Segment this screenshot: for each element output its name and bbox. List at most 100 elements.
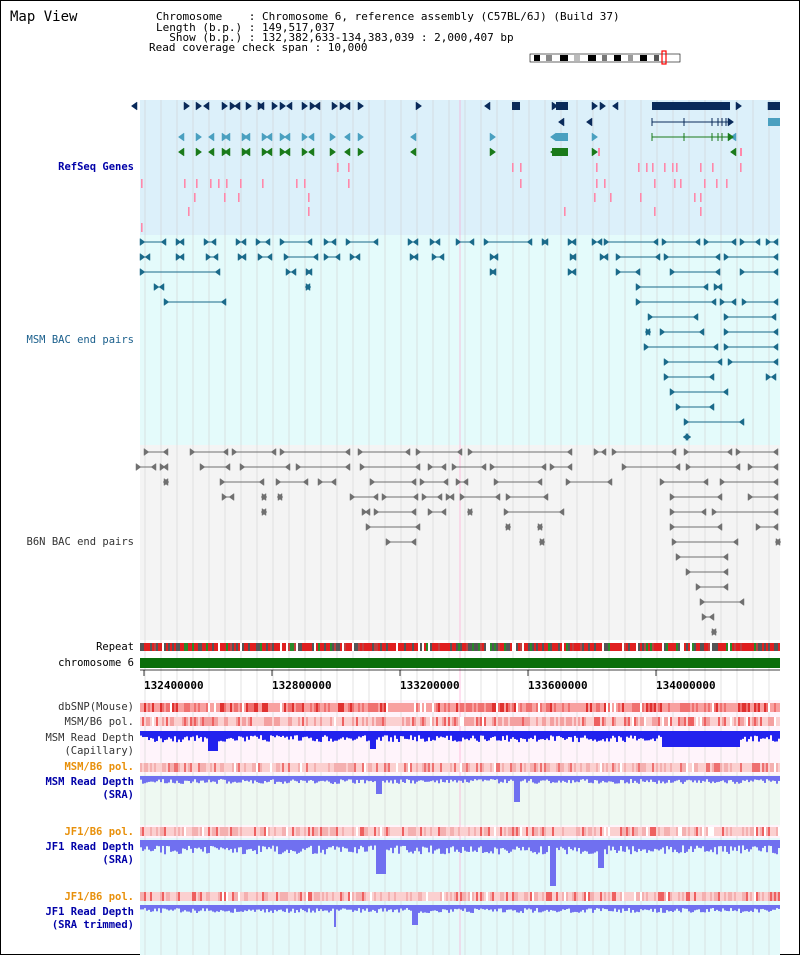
heat-cell [206,892,208,901]
heat-cell [480,763,482,772]
depth-bar [400,776,402,780]
heat-cell [494,763,496,772]
heat-cell [196,717,198,726]
refseq-genes[interactable] [130,101,780,232]
repeat-segment [378,643,380,651]
heat-cell [226,703,228,712]
msm-b6-pol-track-2[interactable] [140,763,780,772]
heat-cell [270,717,272,726]
heat-cell [288,763,290,772]
heat-cell [622,703,624,712]
jf1-depth-trimmed-track[interactable] [140,905,780,927]
heat-cell [648,703,650,712]
depth-bar [288,905,290,913]
heat-cell [302,827,304,836]
repeat-segment [388,643,390,651]
b6n-bac-label[interactable]: B6N BAC end pairs [26,536,134,548]
depth-bar [582,840,584,852]
depth-bar [404,731,406,739]
jf1-depth-sra-track[interactable] [140,840,780,886]
depth-bar [182,776,184,784]
heat-cell [514,827,516,836]
feature-arrow [455,478,462,486]
heat-cell [328,703,330,712]
heat-cell [738,827,740,836]
depth-bar [606,905,608,910]
depth-bar [408,840,410,853]
repeat-segment [778,643,780,651]
depth-bar [694,840,696,849]
heat-cell [220,703,222,712]
msm-depth-capillary-track[interactable] [140,731,780,751]
refseq-mark [262,179,264,188]
heat-cell [324,703,326,712]
repeat-segment [540,643,542,651]
b6n-bac-pairs[interactable] [135,448,782,636]
depth-bar [382,731,384,737]
refseq-mark [184,179,186,188]
heat-cell [658,892,660,901]
heat-cell [666,717,668,726]
repeat-segment [768,643,770,651]
depth-bar [392,840,394,854]
depth-bar [186,776,188,781]
heat-cell [258,892,260,901]
heat-cell [776,827,778,836]
heat-cell [142,717,144,726]
heat-cell [172,717,174,726]
depth-bar [370,731,372,749]
depth-bar [558,905,560,912]
msm-b6-pol-track[interactable] [140,717,780,726]
repeat-segment [298,643,300,651]
heat-cell [496,717,498,726]
msm-bac-label[interactable]: MSM BAC end pairs [26,334,134,346]
heat-cell [606,717,608,726]
refseq-mark [640,193,642,202]
chromosome-bar[interactable] [140,658,780,668]
depth-bar [214,905,216,913]
depth-bar [506,840,508,851]
depth-bar [336,731,338,741]
heat-cell [360,703,362,712]
depth-bar [338,731,340,740]
repeat-track[interactable] [140,643,780,651]
chromosome-ideogram[interactable] [529,50,681,65]
feature-arrow [747,463,754,471]
depth-bar [542,840,544,855]
depth-bar [554,776,556,783]
jf1-b6-pol-track[interactable] [140,827,780,836]
refseq-mark [520,179,522,188]
heat-cell [434,703,436,712]
msm-depth-sra-track[interactable] [140,776,780,802]
jf1-b6-pol-track-2[interactable] [140,892,780,901]
depth-bar [200,840,202,850]
heat-cell [322,703,324,712]
depth-bar [378,905,380,910]
heat-cell [204,703,206,712]
msm-bac-pairs[interactable] [139,238,779,441]
heat-cell [528,703,530,712]
refseq-label[interactable]: RefSeq Genes [58,161,134,173]
depth-bar [174,731,176,737]
heat-cell [586,827,588,836]
heat-cell [694,717,696,726]
depth-bar [168,905,170,911]
heat-cell [592,892,594,901]
heat-cell [404,827,406,836]
dbsnp-track[interactable] [140,703,780,712]
repeat-segment [526,643,528,651]
depth-bar [372,731,374,749]
heat-cell [430,763,432,772]
depth-bar [188,840,190,846]
depth-bar [356,776,358,780]
heat-cell [174,717,176,726]
heat-cell [286,763,288,772]
ideogram-band [640,55,647,61]
heat-cell [722,827,724,836]
heat-cell [240,717,242,726]
heat-cell [396,892,398,901]
heat-cell [292,892,294,901]
refseq-mark [194,193,196,202]
depth-bar [180,776,182,784]
